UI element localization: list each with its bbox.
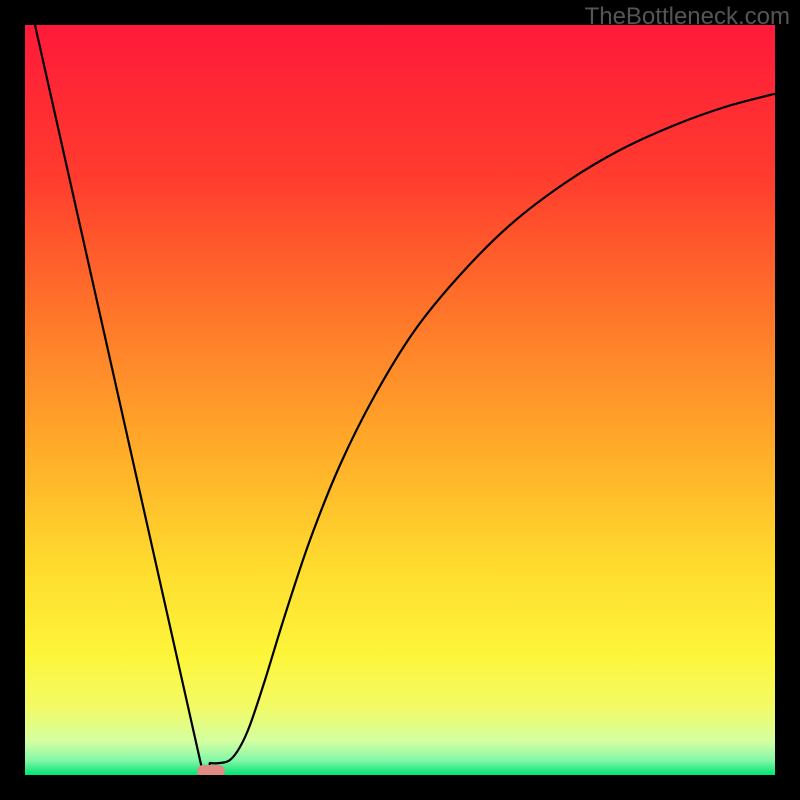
chart-border-left [0, 0, 25, 800]
chart-border-bottom [0, 775, 800, 800]
watermark-text: TheBottleneck.com [585, 3, 790, 31]
trough-marker [197, 765, 225, 775]
chart-root: TheBottleneck.com [0, 0, 800, 800]
plot-area [25, 25, 775, 775]
chart-border-right [775, 0, 800, 800]
bottleneck-curve [25, 25, 775, 775]
